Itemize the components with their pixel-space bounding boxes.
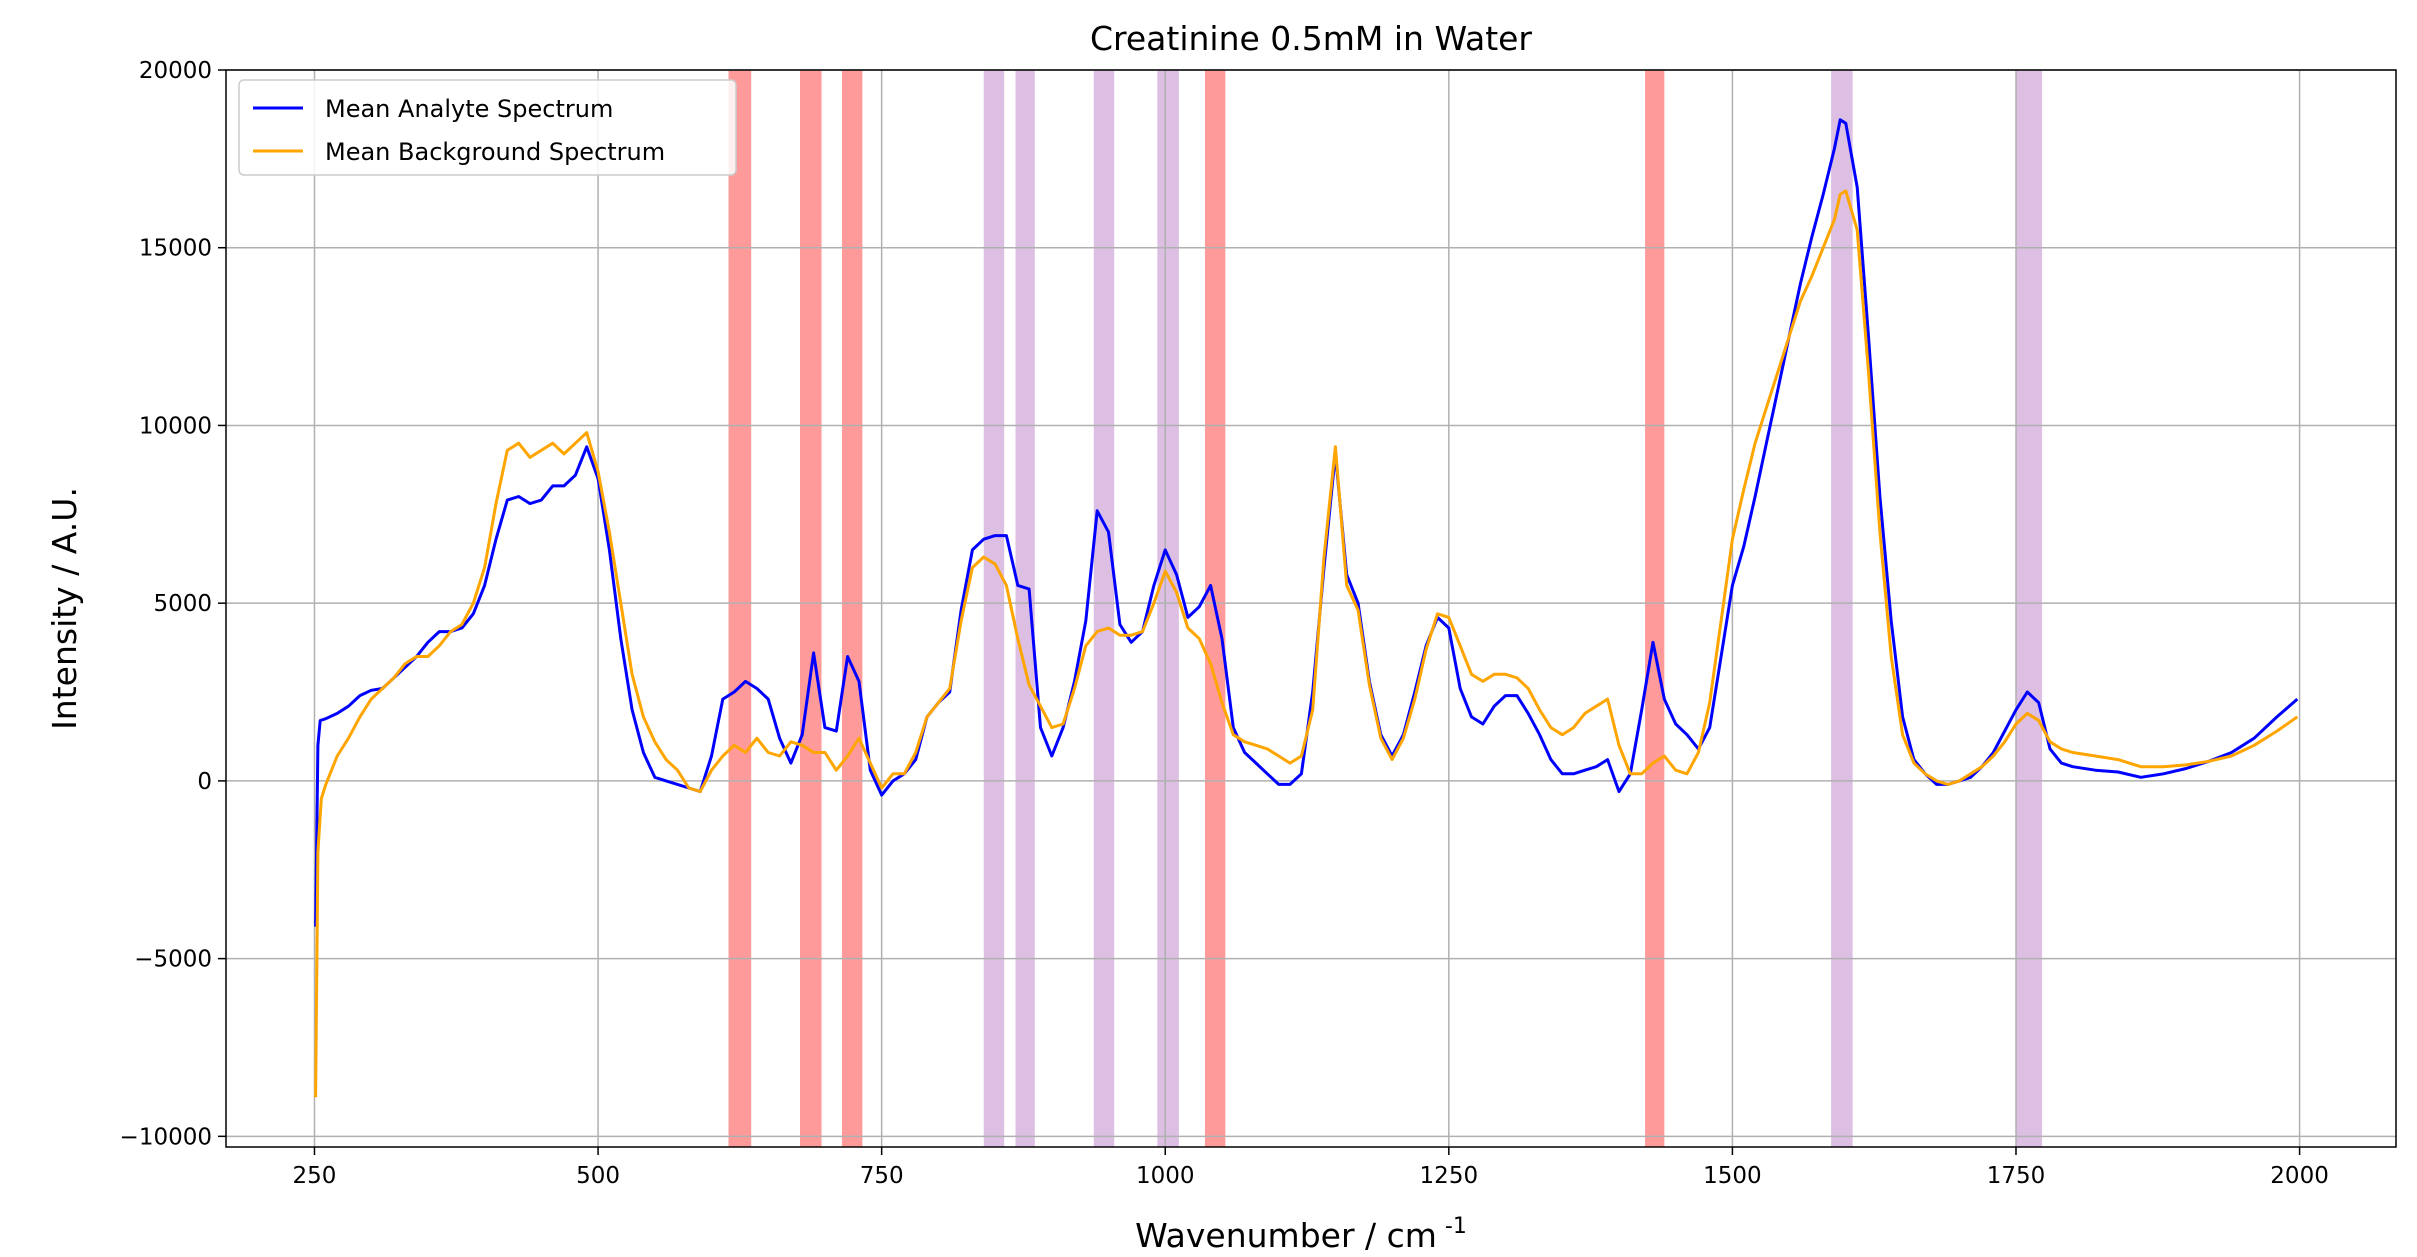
highlight-band-purple bbox=[2015, 70, 2043, 1147]
highlight-band-red bbox=[841, 70, 863, 1147]
series-line-background bbox=[314, 189, 2299, 1098]
x-tick-label: 1250 bbox=[1420, 1163, 1479, 1189]
x-tick-label: 1000 bbox=[1136, 1163, 1195, 1189]
y-tick-label: 0 bbox=[197, 769, 212, 795]
y-tick-label: −10000 bbox=[120, 1124, 212, 1150]
legend: Mean Analyte Spectrum Mean Background Spe… bbox=[238, 79, 737, 176]
series-lines bbox=[314, 118, 2299, 1098]
highlight-band-purple bbox=[1015, 70, 1035, 1147]
highlight-band-red bbox=[799, 70, 822, 1147]
axis-ticks: 250 500 750 1000 1250 1500 1750 2000 −10000 −5000… bbox=[120, 58, 2329, 1189]
x-tick-label: 250 bbox=[293, 1163, 337, 1189]
x-axis-label-main: Wavenumber / cm bbox=[1135, 1216, 1437, 1255]
y-tick-label: −5000 bbox=[134, 947, 212, 973]
x-tick-label: 2000 bbox=[2270, 1163, 2329, 1189]
highlight-band-red bbox=[728, 70, 752, 1147]
highlight-band-purple bbox=[1831, 70, 1853, 1147]
legend-label: Mean Background Spectrum bbox=[325, 138, 665, 166]
plot-frame bbox=[225, 69, 2397, 1148]
highlight-bands bbox=[728, 70, 2043, 1147]
highlight-band-purple bbox=[1157, 70, 1179, 1147]
y-axis-label: Intensity / A.U. bbox=[45, 487, 84, 730]
x-tick-label: 500 bbox=[576, 1163, 620, 1189]
y-tick-label: 20000 bbox=[139, 58, 212, 84]
highlight-band-purple bbox=[983, 70, 1005, 1147]
series-line-analyte bbox=[314, 118, 2299, 927]
legend-label: Mean Analyte Spectrum bbox=[325, 95, 613, 123]
y-tick-label: 5000 bbox=[153, 591, 212, 617]
highlight-band-red bbox=[1645, 70, 1665, 1147]
y-tick-label: 10000 bbox=[139, 413, 212, 439]
x-tick-label: 750 bbox=[860, 1163, 904, 1189]
x-tick-label: 1500 bbox=[1703, 1163, 1762, 1189]
x-axis-label-superscript: -1 bbox=[1445, 1214, 1467, 1239]
chart-title: Creatinine 0.5mM in Water bbox=[1090, 19, 1532, 58]
grid-lines bbox=[226, 69, 2396, 1147]
y-tick-label: 15000 bbox=[139, 236, 212, 262]
x-axis-label: Wavenumber / cm -1 bbox=[1135, 1214, 1467, 1255]
highlight-band-purple bbox=[1093, 70, 1115, 1147]
legend-box bbox=[238, 79, 737, 176]
x-tick-label: 1750 bbox=[1987, 1163, 2046, 1189]
